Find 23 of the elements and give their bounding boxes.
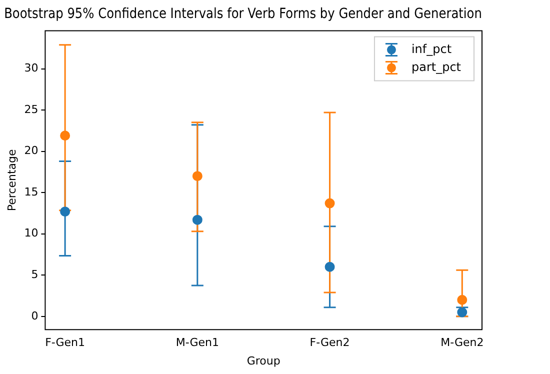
point (324, 262, 335, 272)
x-tick-label: M-Gen1 (176, 336, 219, 350)
legend-label: part_pct (411, 60, 462, 74)
chart-title: Bootstrap 95% Confidence Intervals for Verb Forms by Gender and Generation (4, 6, 482, 22)
y-tick-label: 30 (24, 62, 38, 75)
y-tick-label: 5 (31, 268, 38, 281)
point (60, 130, 70, 141)
x-axis-title: Group (246, 354, 280, 368)
x-tick-label: M-Gen2 (440, 336, 484, 350)
y-tick-label: 15 (24, 185, 38, 198)
point (324, 198, 335, 208)
point (192, 171, 202, 182)
y-tick-label: 10 (24, 226, 38, 240)
y-tick-label: 0 (31, 309, 38, 322)
y-axis-title: Percentage (5, 149, 18, 212)
point (60, 206, 70, 217)
y-tick-label: 20 (24, 144, 38, 158)
x-tick-label: F-Gen2 (310, 336, 350, 350)
legend-label: inf_pct (411, 42, 452, 56)
point (192, 214, 202, 225)
y-tick-label: 25 (24, 102, 38, 116)
point (457, 294, 468, 305)
x-tick-label: F-Gen1 (45, 336, 86, 350)
